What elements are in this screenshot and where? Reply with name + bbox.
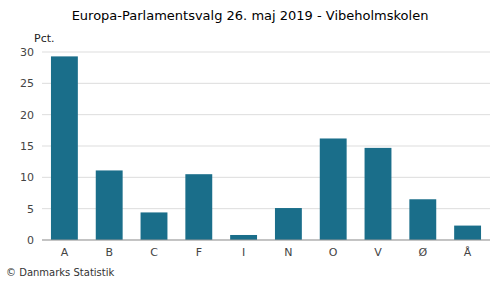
x-tick-label: F [196,246,202,259]
y-tick-label: 20 [20,109,34,122]
grid [42,52,490,240]
x-tick-label: C [150,246,158,259]
grid-line [42,146,490,147]
grid-line [42,83,490,84]
x-tick-label: Å [464,246,472,259]
bar [141,212,168,240]
bar [96,170,123,240]
y-tick-label: 5 [27,203,34,216]
y-tick-label: 10 [20,171,34,184]
bars [51,56,481,240]
x-tick-label: Ø [418,246,427,259]
x-tick-label: I [242,246,245,259]
bar [454,226,481,240]
x-tick-label: A [61,246,69,259]
x-tick-label: O [329,246,338,259]
y-tick-label: 0 [27,234,34,247]
x-axis-line [42,240,490,241]
chart: Europa-Parlamentsvalg 26. maj 2019 - Vib… [0,0,500,282]
x-tick-label: B [105,246,113,259]
y-tick-label: 30 [20,46,34,59]
x-tick-label: V [374,246,382,259]
bar [320,138,347,240]
bar [365,148,392,240]
chart-container: Europa-Parlamentsvalg 26. maj 2019 - Vib… [0,0,500,282]
bar [185,174,212,240]
bar [275,208,302,240]
grid-line [42,114,490,115]
bar [230,235,257,240]
y-tick-label: 15 [20,140,34,153]
bar [409,199,436,240]
x-tick-label: N [284,246,292,259]
grid-line [42,52,490,53]
grid-line [42,240,490,241]
bar [51,56,78,240]
footer: © Danmarks Statistik [6,267,115,278]
y-axis-label: Pct. [34,32,55,45]
title: Europa-Parlamentsvalg 26. maj 2019 - Vib… [72,8,429,23]
y-tick-label: 25 [20,77,34,90]
